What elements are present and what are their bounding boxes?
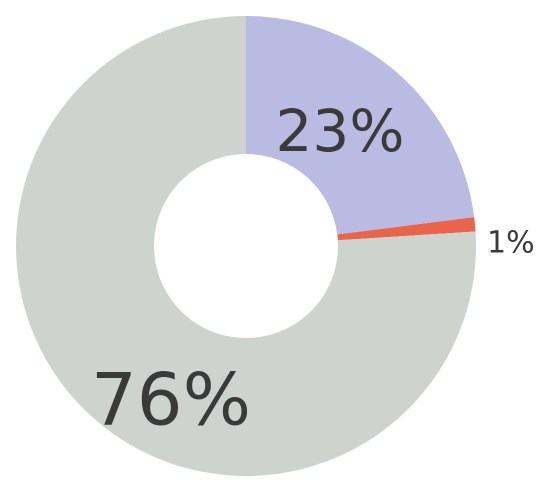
slice-1-label: 1% [487,226,535,261]
donut-labels: 23% 1% 76% [91,97,535,441]
donut-slices [15,16,476,477]
slice-76-label: 76% [91,358,251,442]
slice-1 [337,217,476,241]
slice-76 [15,16,476,477]
slice-23-label: 23% [276,97,405,165]
slice-23 [246,16,475,235]
